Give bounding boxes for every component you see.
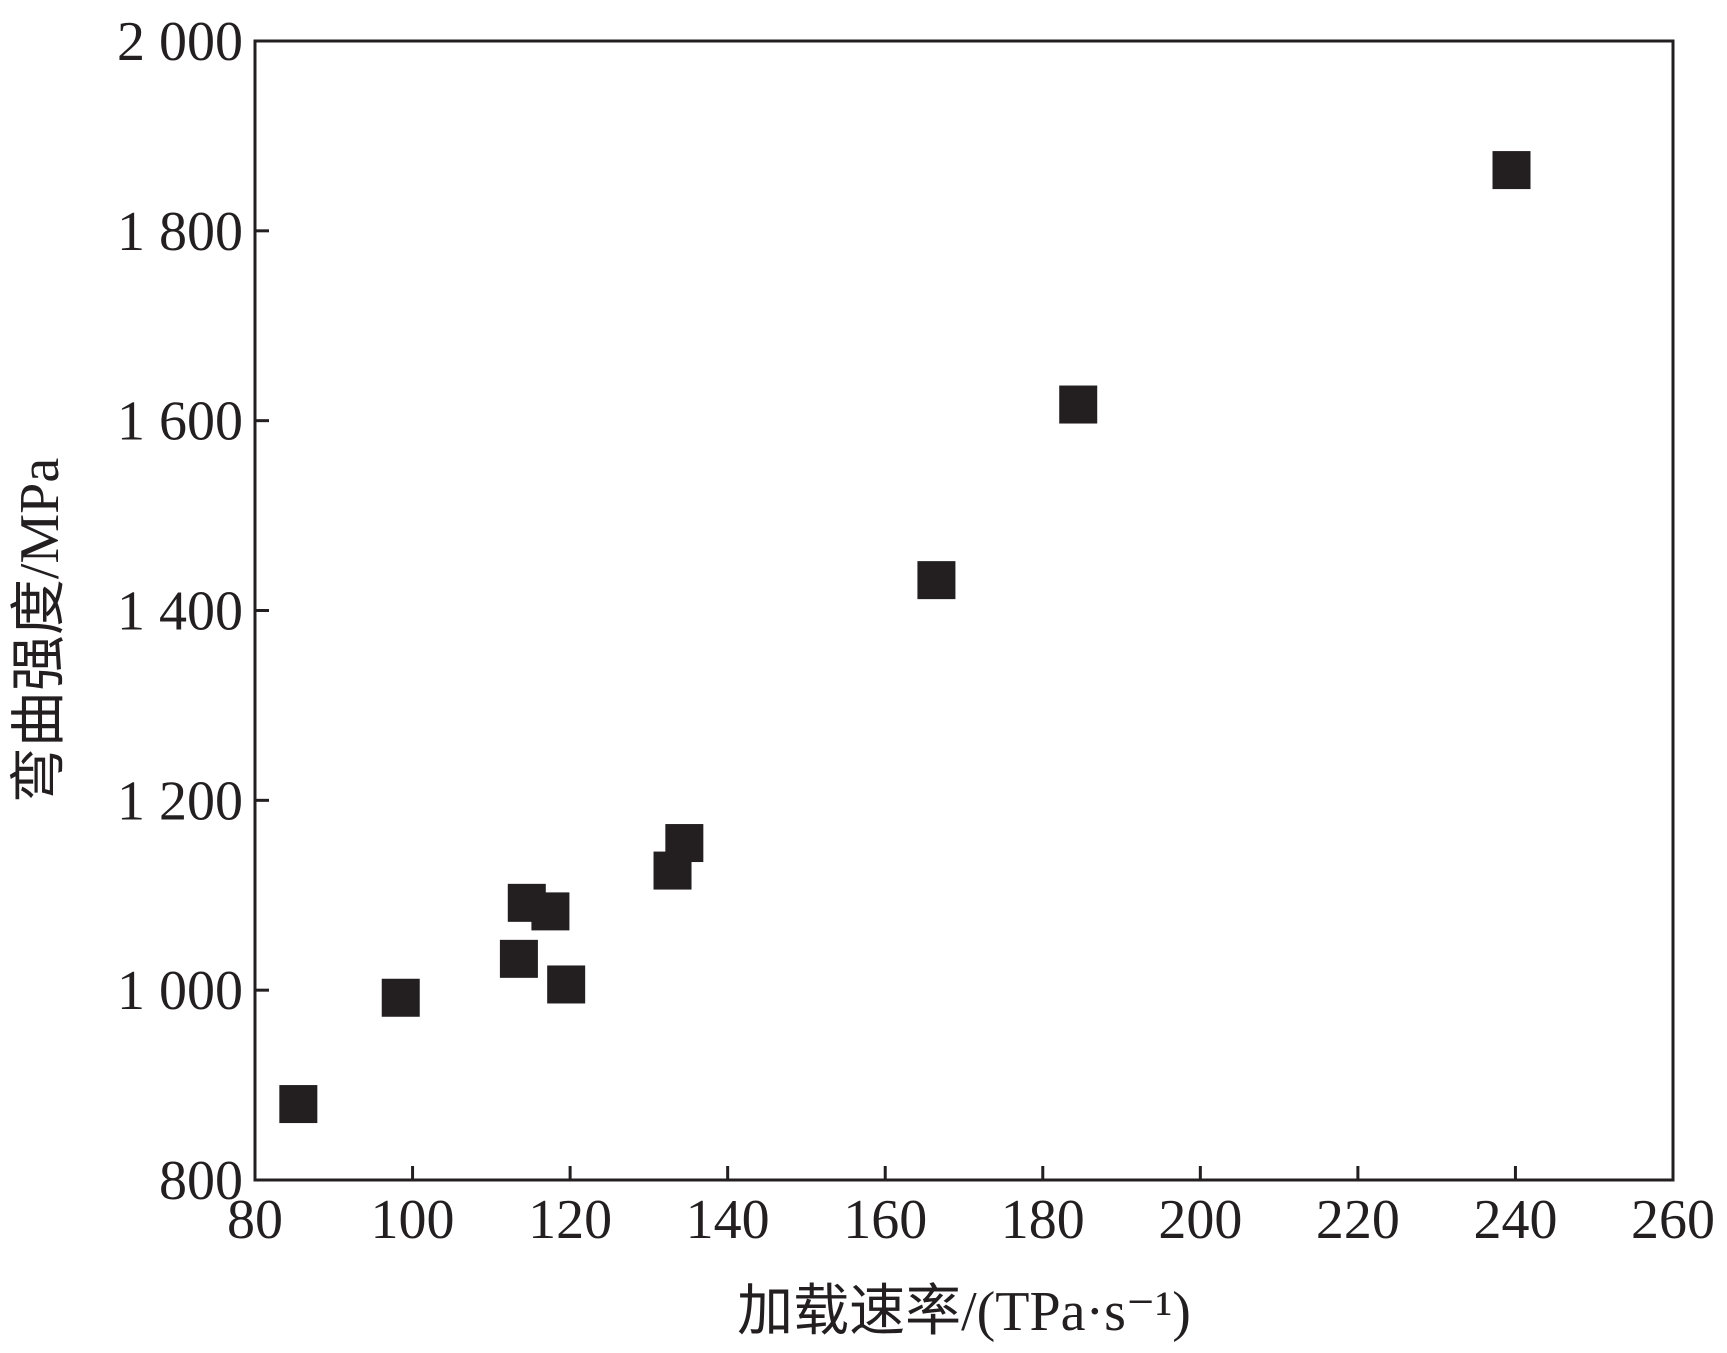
y-tick-label: 1 600 [117, 391, 243, 453]
y-axis-tick-labels: 800 1 000 1 200 1 400 1 600 1 800 2 000 [117, 11, 243, 1212]
x-tick-label: 160 [843, 1189, 927, 1251]
x-tick-label: 120 [528, 1189, 612, 1251]
x-tick-label: 140 [686, 1189, 770, 1251]
x-tick-label: 180 [1001, 1189, 1085, 1251]
data-point-marker [279, 1085, 318, 1124]
x-axis-title: 加载速率/(TPa·s⁻¹) [737, 1281, 1191, 1343]
y-tick-label: 1 000 [117, 960, 243, 1022]
plot-area-frame [253, 39, 1675, 1182]
data-point-marker [499, 939, 538, 978]
data-point-marker [917, 561, 956, 600]
x-axis-tick-labels: 80 100 120 140 160 180 200 220 240 260 [227, 1189, 1715, 1251]
x-tick-label: 200 [1158, 1189, 1242, 1251]
x-tick-label: 220 [1316, 1189, 1400, 1251]
y-axis-ticks [255, 39, 269, 1182]
y-tick-label: 2 000 [117, 11, 243, 73]
x-tick-label: 260 [1631, 1189, 1715, 1251]
data-point-marker [1059, 385, 1098, 424]
x-tick-label: 240 [1473, 1189, 1557, 1251]
y-tick-label: 1 400 [117, 581, 243, 643]
y-tick-label: 1 200 [117, 770, 243, 832]
data-point-marker [665, 824, 704, 863]
data-point-marker [531, 892, 570, 931]
data-points [279, 151, 1531, 1124]
y-tick-label: 1 800 [117, 201, 243, 263]
y-tick-label: 800 [159, 1150, 243, 1212]
y-axis-title: 弯曲强度/MPa [9, 458, 71, 803]
x-tick-label: 80 [227, 1189, 283, 1251]
data-point-marker [547, 965, 586, 1004]
data-point-marker [381, 978, 420, 1017]
x-tick-label: 100 [371, 1189, 455, 1251]
data-point-marker [1492, 151, 1531, 190]
x-axis-ticks [253, 1166, 1675, 1180]
